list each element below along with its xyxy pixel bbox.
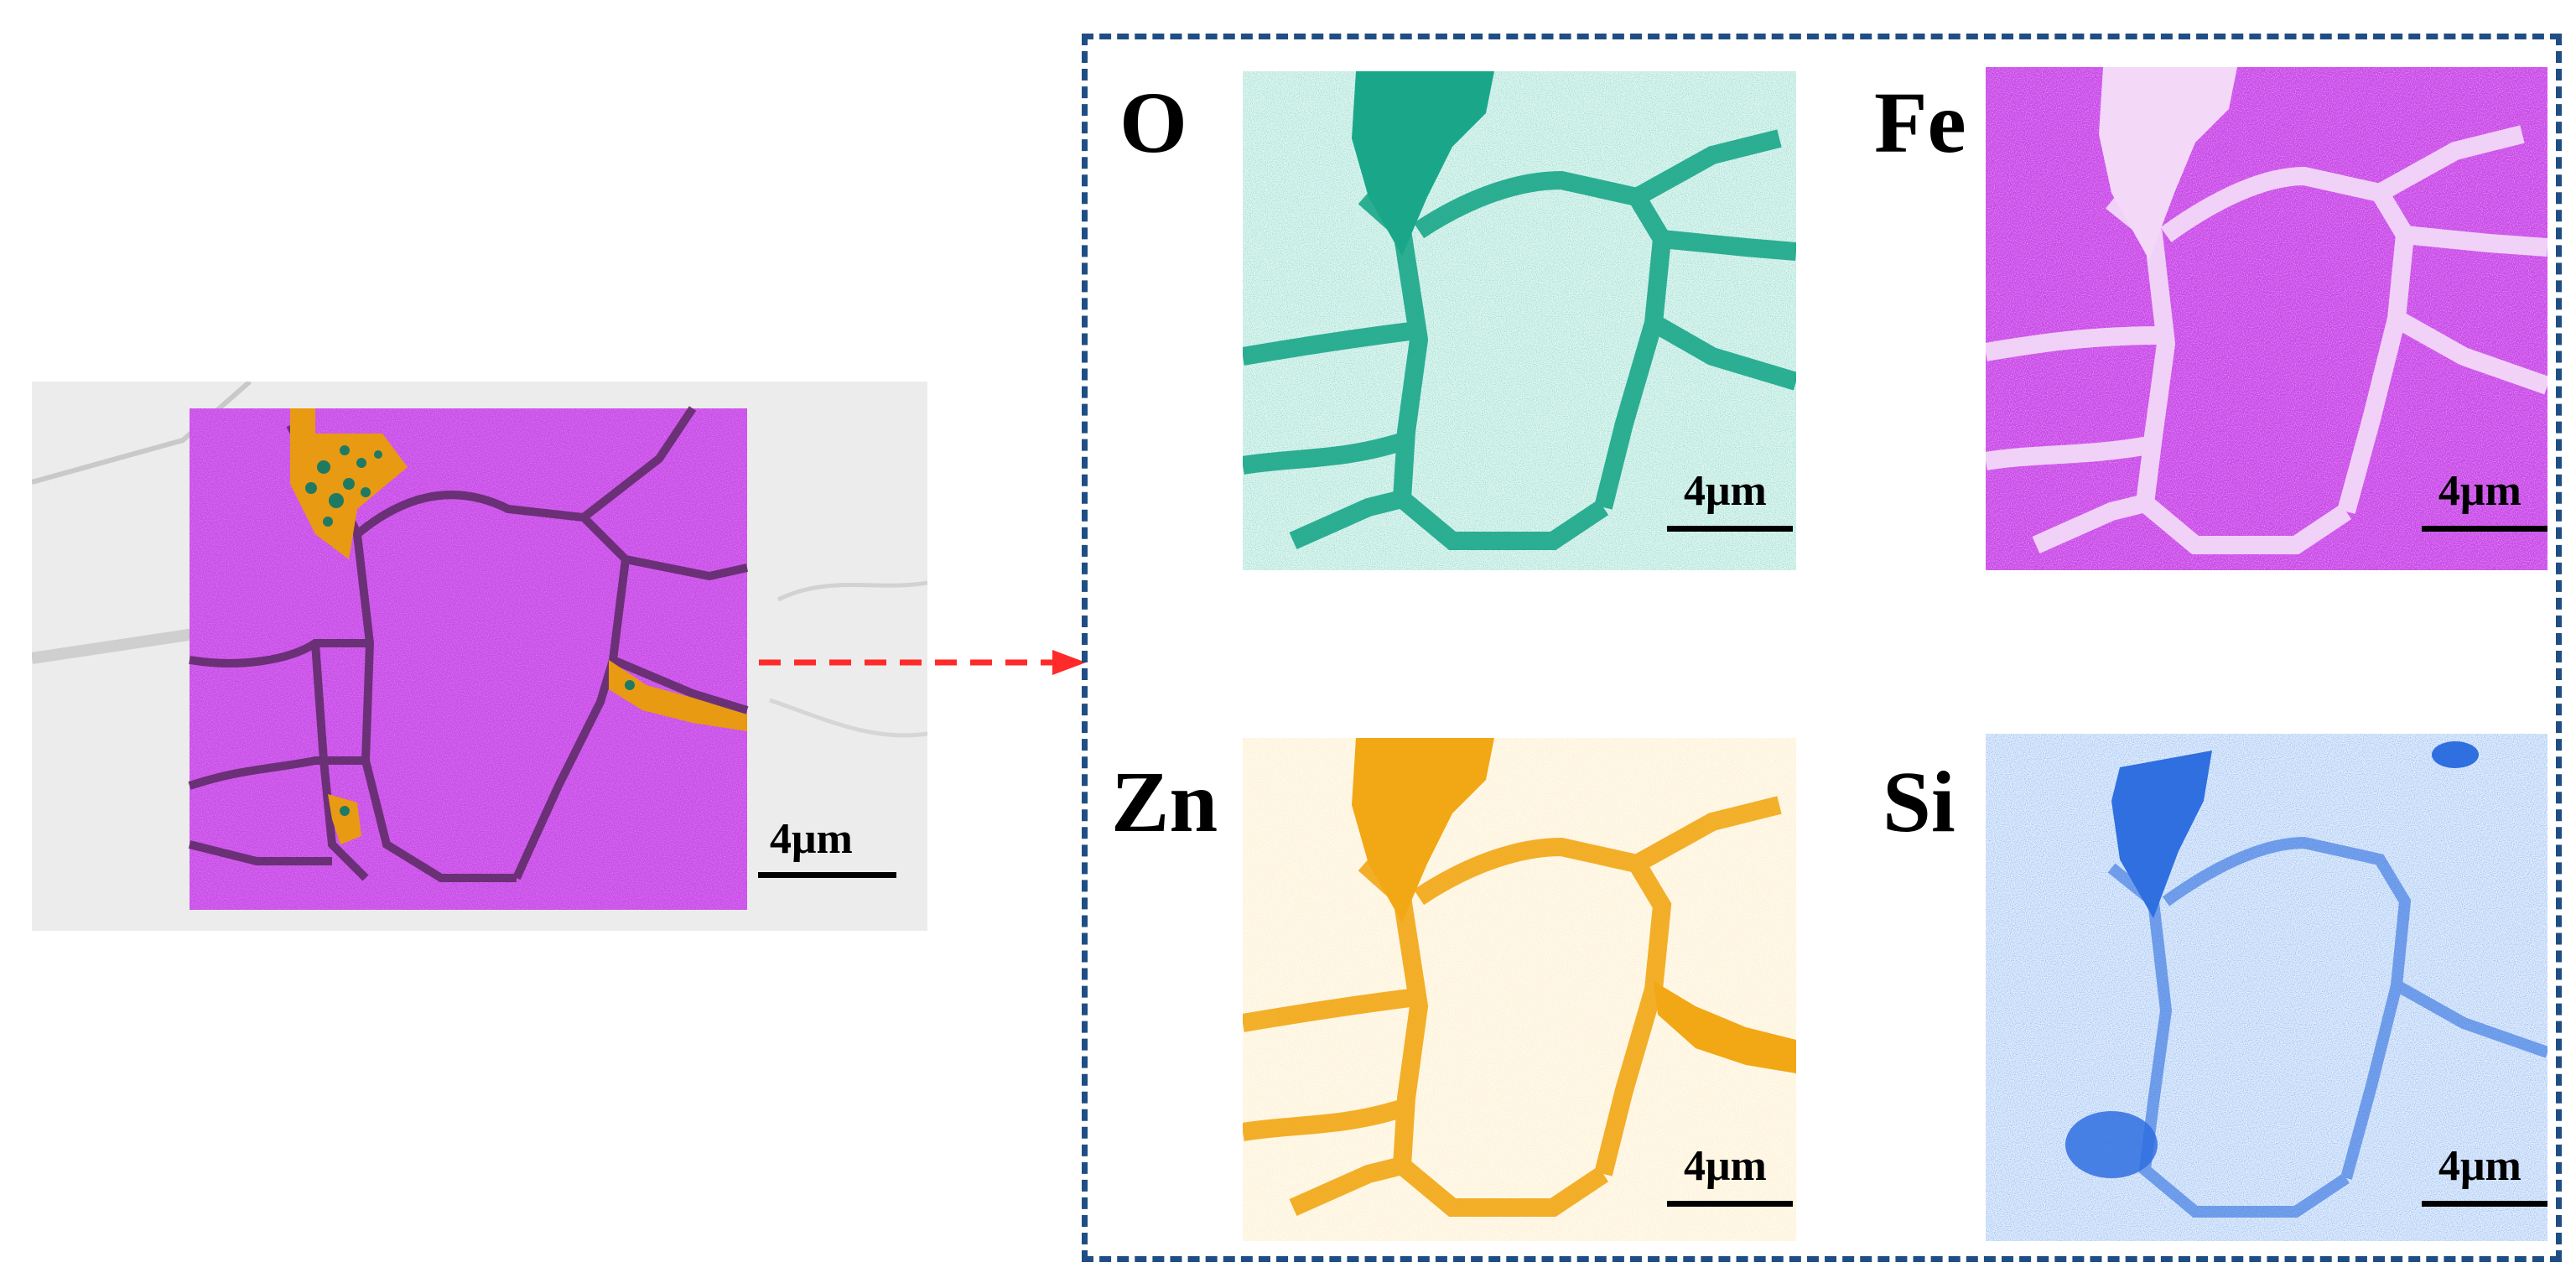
element-label-zn: Zn [1111, 754, 1218, 850]
element-label-si: Si [1883, 754, 1955, 850]
si-scale-label: 4μm [2438, 1142, 2521, 1190]
element-label-o: O [1119, 75, 1187, 171]
element-map-si [1986, 734, 2547, 1241]
overview-scale-bar [758, 872, 896, 878]
element-map-o [1243, 71, 1796, 570]
element-map-zn [1243, 738, 1796, 1241]
overview-scale-label: 4μm [770, 815, 853, 863]
sem-overview-image: 4μm [32, 382, 927, 931]
element-maps-frame [1082, 34, 2562, 1262]
red-arrow [755, 646, 1090, 679]
element-label-fe: Fe [1874, 75, 1966, 171]
element-map-fe [1986, 67, 2547, 570]
o-scale-label: 4μm [1684, 467, 1767, 515]
fe-scale-label: 4μm [2438, 467, 2521, 515]
si-scale-bar [2422, 1201, 2547, 1207]
zn-scale-bar [1667, 1201, 1793, 1207]
fe-scale-bar [2422, 526, 2547, 532]
o-scale-bar [1667, 526, 1793, 532]
zn-scale-label: 4μm [1684, 1142, 1767, 1190]
